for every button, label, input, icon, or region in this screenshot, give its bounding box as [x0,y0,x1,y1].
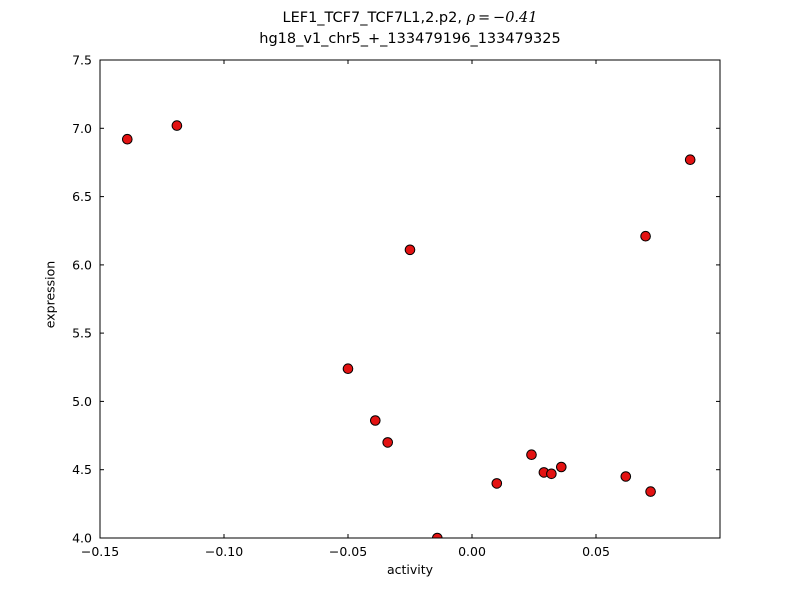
data-point [645,486,656,497]
chart-title-line1: LEF1_TCF7_TCF7L1,2.p2, ρ = −0.41 [100,8,720,29]
chart-title-prefix: LEF1_TCF7_TCF7L1,2.p2, [282,10,467,26]
data-point [684,154,696,165]
y-tick-label: 5.5 [72,326,92,341]
chart-title-rho: ρ = −0.41 [466,10,538,26]
x-tick-label: 0.00 [458,544,486,559]
data-point [640,230,651,242]
y-tick-label: 7.0 [72,121,92,136]
data-point [491,478,503,489]
y-tick-label: 5.0 [72,394,92,409]
data-point [382,437,394,448]
data-point [556,461,567,473]
data-point [546,468,557,480]
y-tick-label: 4.0 [72,531,92,546]
x-axis-label: activity [386,562,434,577]
scatter-points [122,120,696,538]
chart-title: LEF1_TCF7_TCF7L1,2.p2, ρ = −0.41 hg18_v1… [100,8,720,50]
data-point [404,244,416,256]
data-point [432,532,443,538]
y-tick-label: 6.5 [72,189,92,204]
x-tick-label: −0.05 [329,544,367,559]
x-tick-label: −0.10 [205,544,243,559]
y-tick-label: 4.5 [72,462,92,477]
x-tick-label: −0.15 [81,544,119,559]
y-axis-label-wrap: expression [38,60,62,538]
data-point [620,471,632,482]
data-point [342,363,354,375]
chart-title-line2: hg18_v1_chr5_+_133479196_133479325 [259,31,561,47]
data-point [122,133,133,145]
data-point [370,415,381,426]
data-point [526,449,537,461]
y-axis-label: expression [42,260,58,329]
data-point [171,120,183,131]
y-tick-label: 7.5 [72,53,92,68]
y-tick-label: 6.0 [72,257,92,272]
x-tick-label: 0.05 [582,544,610,559]
plot-frame [99,59,721,539]
